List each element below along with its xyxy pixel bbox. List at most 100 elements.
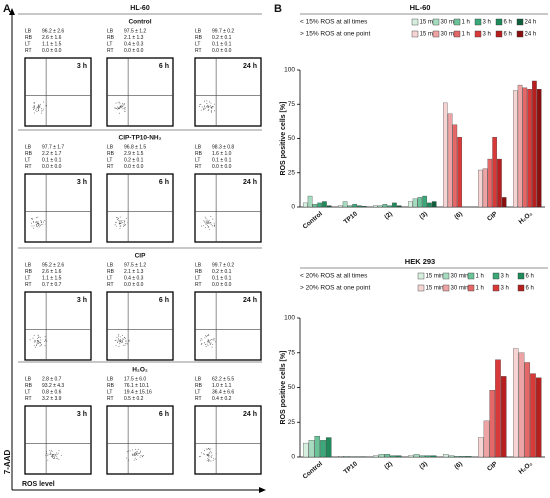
dot [39,105,41,107]
legend-label: 15 min [426,286,444,292]
time-label: 24 h [243,63,257,70]
dot [127,343,129,345]
bar [497,158,502,208]
dot [211,107,213,109]
legend-label: 30 min [441,32,459,38]
y-axis-label: ROS positive cells [%] [280,102,287,176]
dot [200,452,202,454]
dot [32,337,34,339]
dot [205,220,207,222]
panel-label: B [274,3,282,15]
dot [118,222,120,224]
legend-swatch [432,18,440,26]
dot [123,104,125,106]
quadrant-value: 2.1 ± 1.3 [124,35,144,41]
quadrant-label: LT [195,157,200,163]
dot-plot [194,57,262,127]
dot-plot [194,291,262,361]
dot [114,340,116,342]
x-tick-label: (6) [453,460,464,470]
dot [199,104,201,106]
quadrant-value: 1.6 ± 1.0 [212,151,232,157]
bar [320,440,326,458]
dot [117,335,119,337]
bar [513,348,519,458]
dot [203,221,205,223]
dot [124,344,126,346]
dot [136,451,138,453]
dot [115,222,117,224]
quadrant-value: 0.4 ± 0.2 [212,396,232,402]
quadrant-label: LB [25,144,32,150]
x-tick-label: CIP [486,210,499,223]
dot [37,334,39,336]
dot [33,107,35,109]
dot [122,341,123,343]
bar [407,201,413,208]
dot [30,218,32,220]
dot [116,336,118,338]
x-tick-label: Control [302,460,324,480]
quadrant-label: RB [25,383,33,389]
dot [37,340,39,342]
dot [58,449,60,451]
dot [208,340,210,342]
y-tick-label: 0 [291,454,295,461]
quadrant-value: 0.4 ± 0.3 [124,41,144,47]
quadrant-value: 0.1 ± 0.1 [212,275,232,281]
quadrant-value: 93.2 ± 4.3 [42,383,64,389]
bar [312,204,318,208]
quadrant-label: LB [195,144,202,150]
legend-swatch [517,272,525,280]
quadrant-label: RT [25,48,32,54]
quadrant-label: LB [107,262,114,268]
quadrant-value: 0.0 ± 0.0 [212,164,232,170]
dot [115,102,117,104]
legend-group: < 15% ROS at all times [300,19,368,26]
arrow-head [259,487,266,493]
dot [204,216,206,218]
dot [31,222,32,224]
dot [121,106,123,108]
dot [210,460,212,462]
dot [203,107,205,109]
bar [530,373,536,458]
bar [387,205,392,208]
dot [213,338,215,340]
dot [36,225,38,227]
dot [128,340,130,342]
dot [206,100,208,102]
bar [314,435,321,458]
dot [52,455,54,457]
quadrant-label: LB [25,28,32,34]
dot [118,345,120,347]
quadrant-value: 0.0 ± 0.0 [124,48,144,54]
dot [209,450,211,452]
legend-swatch [411,18,419,26]
quadrant-label: RT [195,396,202,402]
dot [35,108,37,110]
dot [132,454,134,456]
dot [37,221,39,223]
y-tick-label: 0 [291,204,295,211]
quadrant-value: 0.0 ± 0.0 [124,282,144,288]
dot-plot [194,173,262,243]
legend-swatch [453,30,461,38]
bar [442,454,449,458]
quadrant-label: RT [107,282,114,288]
x-tick-label: (3) [418,460,429,470]
dot [124,224,126,226]
quadrant-label: RT [25,396,32,402]
dot [118,334,120,336]
quadrant-value: 0.0 ± 0.0 [212,282,232,288]
dot [36,345,37,346]
legend-swatch [517,284,525,292]
dot [126,451,128,453]
quadrant-label: LB [107,144,114,150]
legend-swatch [474,18,482,26]
dot [116,108,117,110]
dot [213,339,215,341]
dot [209,459,210,461]
quadrant-label: RB [25,151,33,157]
dot [208,449,210,451]
